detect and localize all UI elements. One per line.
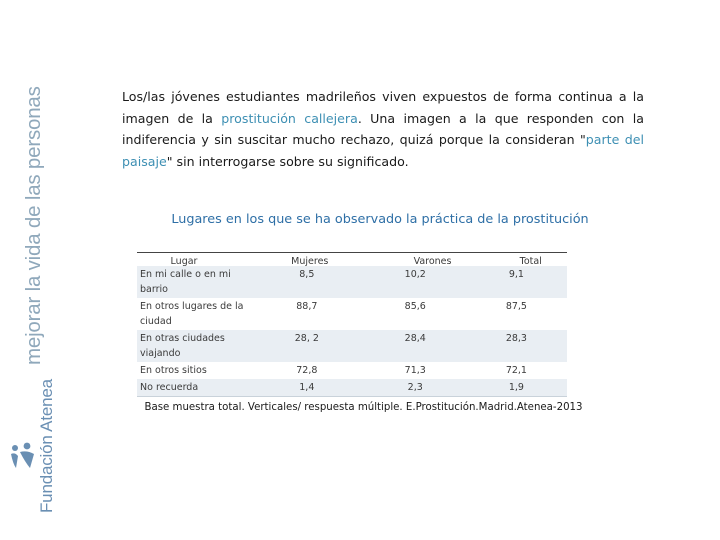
intro-text-3: " sin interrogarse sobre su significado. — [166, 153, 409, 169]
row-total: 9,1 — [465, 266, 567, 298]
row-varones: 28,4 — [364, 330, 466, 362]
table-row: En otras ciudades viajando 28, 2 28,4 28… — [137, 330, 567, 362]
intro-text-1: Los/las jóvenes estudiantes madrileños v… — [122, 89, 644, 126]
row-mujeres: 8,5 — [249, 266, 365, 298]
sidebar-brand: Fundación Atenea — [37, 379, 56, 513]
header-lugar: Lugar — [170, 256, 198, 267]
row-place: En otras ciudades viajando — [137, 330, 249, 362]
header-mujeres: Mujeres — [291, 256, 329, 267]
table-row: En otros lugares de la ciudad 88,7 85,6 … — [137, 298, 567, 330]
row-place: En mi calle o en mi barrio — [137, 266, 249, 298]
table-title: Lugares en los que se ha observado la pr… — [171, 212, 589, 227]
intro-highlight-1: prostitución callejera — [221, 110, 358, 126]
table-source-note: Base muestra total. Verticales/ respuest… — [144, 402, 583, 413]
row-total: 28,3 — [465, 330, 567, 362]
header-varones: Varones — [413, 256, 452, 267]
row-total: 72,1 — [505, 365, 527, 376]
row-varones: 2,3 — [364, 379, 466, 397]
row-place: En otros sitios — [140, 365, 207, 376]
intro-paragraph: Los/las jóvenes estudiantes madrileños v… — [122, 86, 644, 172]
table-row: En mi calle o en mi barrio 8,5 10,2 9,1 — [137, 266, 567, 298]
row-mujeres: 72,8 — [296, 365, 318, 376]
table-row: En otros sitios 72,8 71,3 72,1 — [137, 362, 567, 379]
row-varones: 10,2 — [364, 266, 466, 298]
row-place: No recuerda — [137, 379, 249, 397]
row-total: 87,5 — [505, 301, 527, 312]
intro-highlight-2: parte del paisaje — [122, 132, 645, 169]
row-mujeres: 1,4 — [249, 379, 365, 397]
places-table: Lugar Mujeres Varones Total — [137, 252, 567, 270]
intro-text-2: . Una imagen a la que responden con la i… — [122, 110, 644, 148]
row-mujeres: 88,7 — [296, 301, 318, 312]
header-total: Total — [519, 256, 542, 267]
table-row: No recuerda 1,4 2,3 1,9 — [137, 379, 567, 397]
row-varones: 71,3 — [404, 365, 426, 376]
places-table-body: En mi calle o en mi barrio 8,5 10,2 9,1 … — [137, 266, 567, 397]
atenea-figures-logo-icon — [11, 442, 34, 468]
row-total: 1,9 — [465, 379, 567, 397]
row-mujeres: 28, 2 — [249, 330, 365, 362]
row-varones: 85,6 — [404, 301, 426, 312]
row-place: En otros lugares de la ciudad — [140, 301, 244, 327]
